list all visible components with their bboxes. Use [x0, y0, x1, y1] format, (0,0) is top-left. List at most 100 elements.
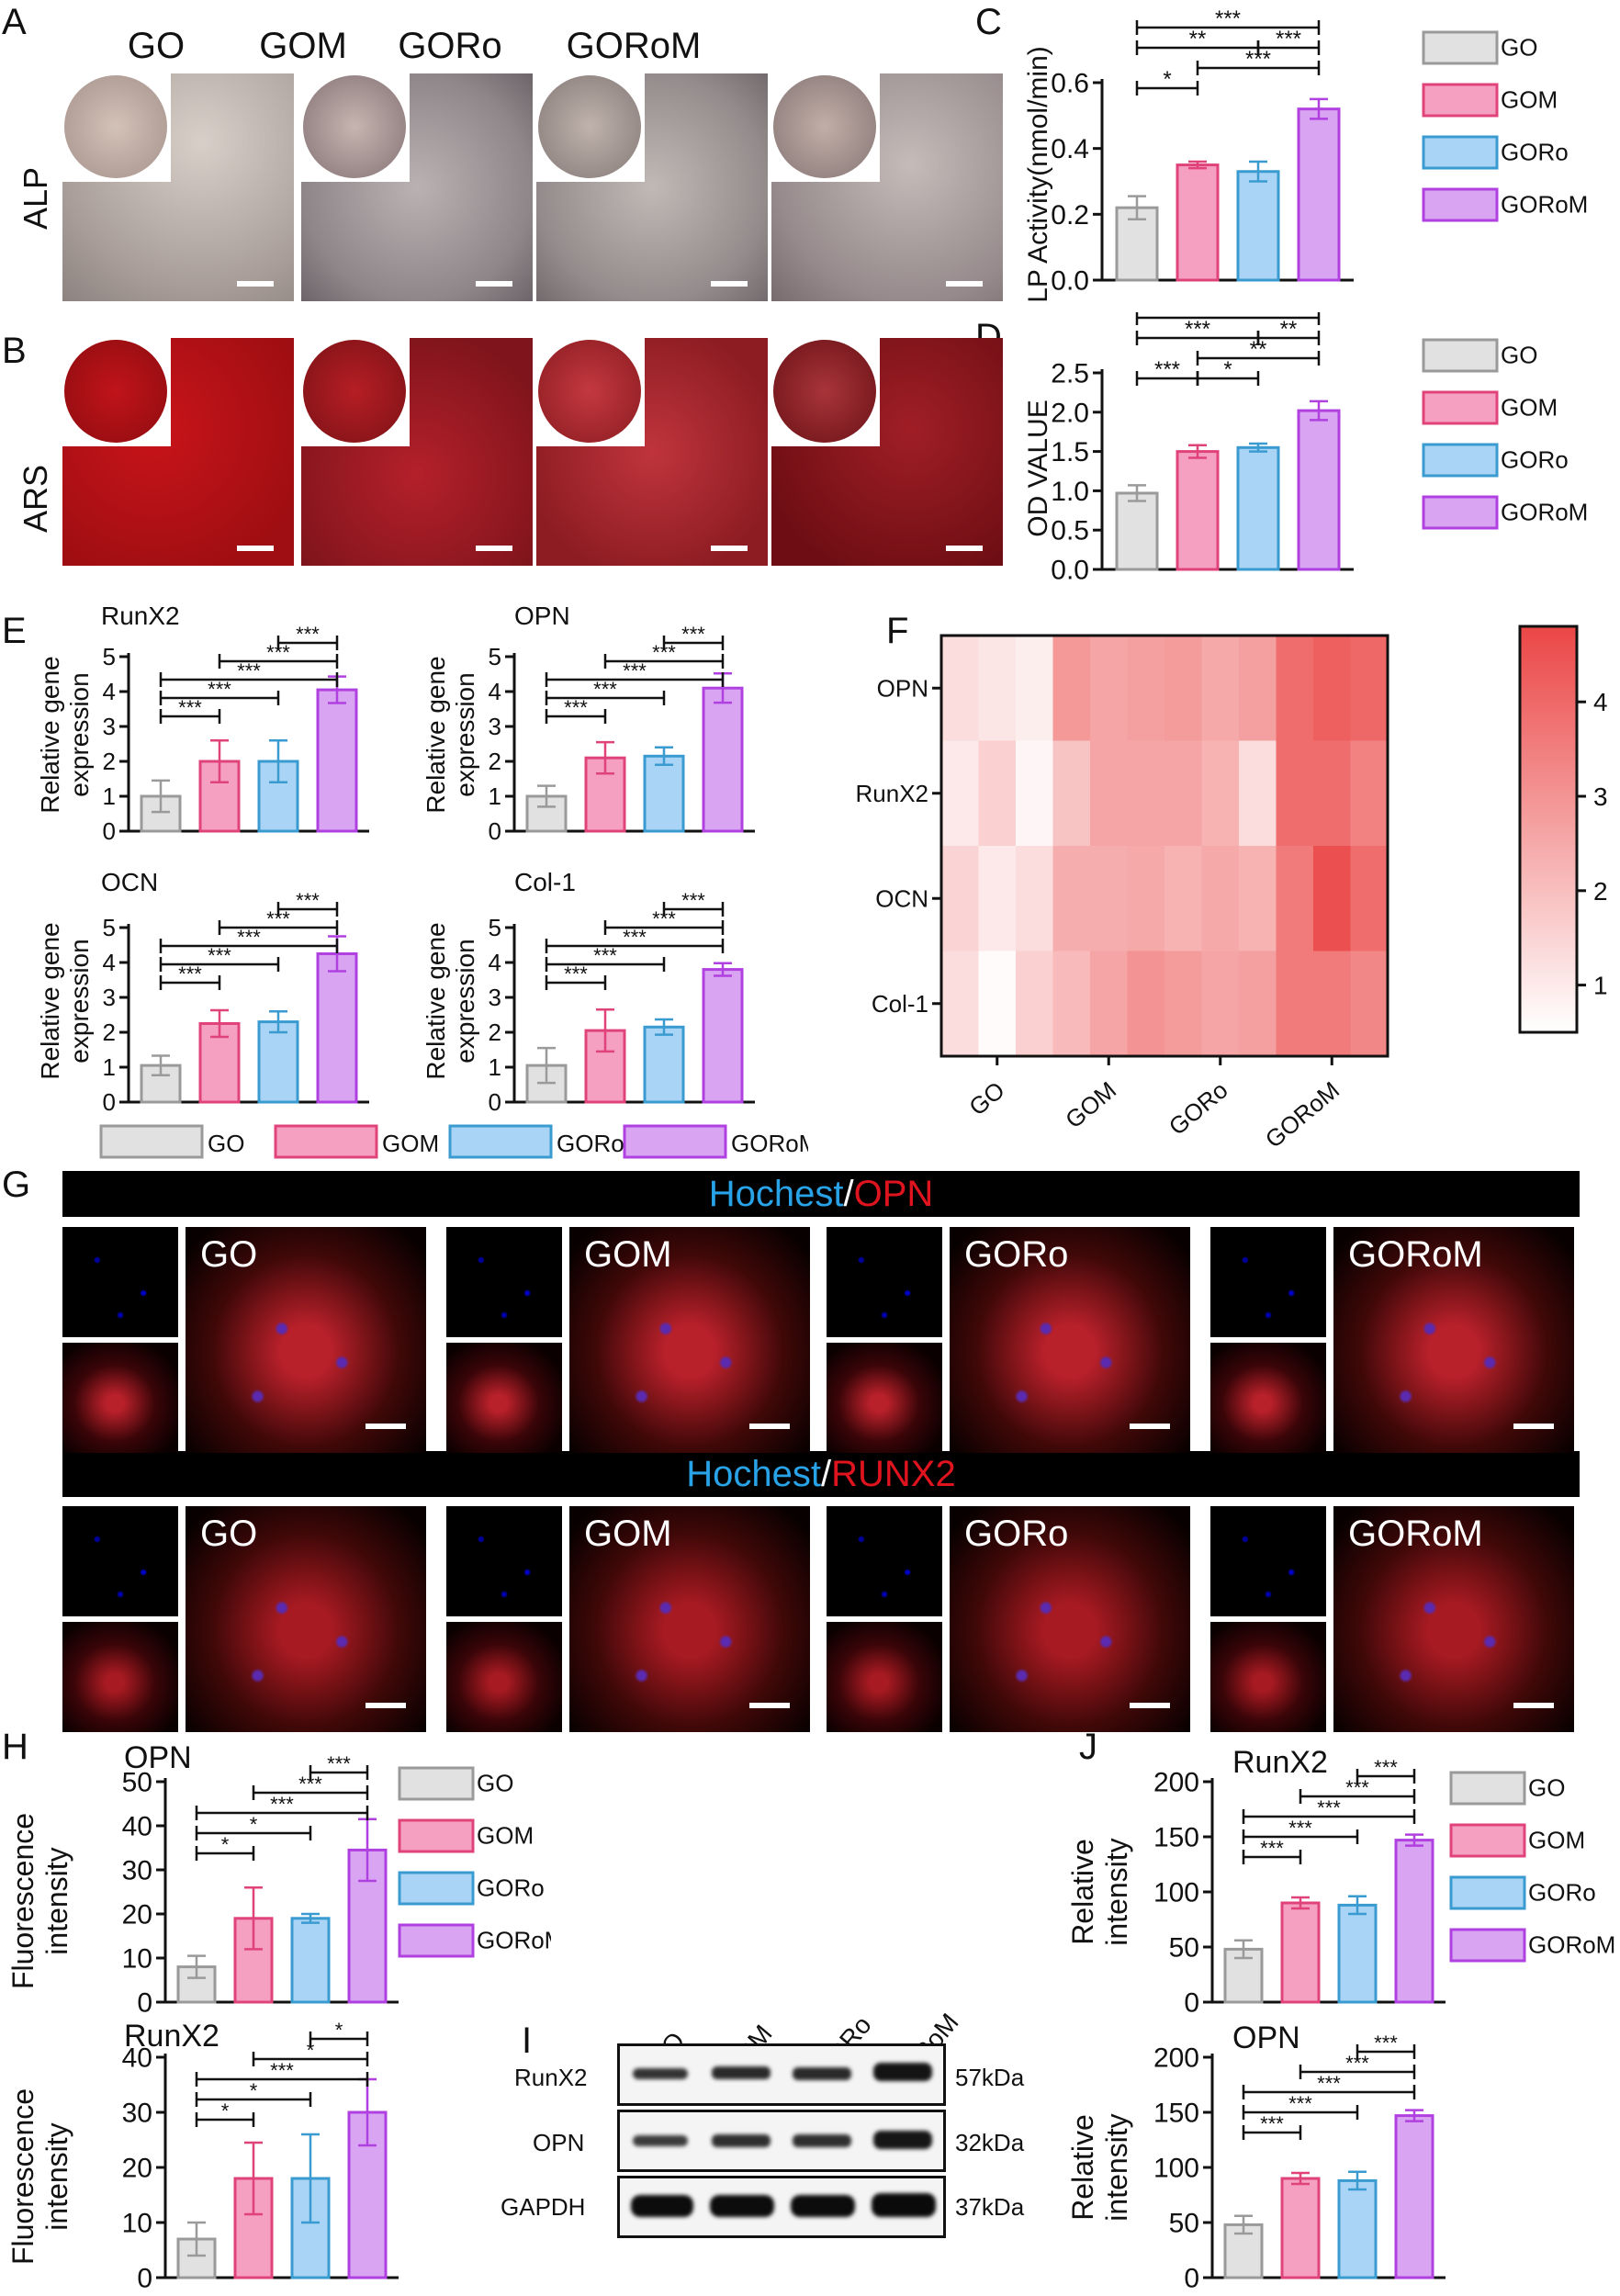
- legend-swatch-gorom: [623, 1124, 727, 1159]
- chart-title: RunX2: [1232, 1745, 1328, 1780]
- wb-size-gapdh: 37kDa: [955, 2193, 1025, 2221]
- wb-band: [873, 2131, 932, 2149]
- significance-label: ***: [1154, 357, 1180, 382]
- bar-goro: [643, 754, 685, 833]
- fluor-merge-goro: GORo: [950, 1506, 1190, 1732]
- y-tick-label: 10: [122, 1944, 152, 1975]
- y-axis-label: Relative gene: [36, 922, 64, 1079]
- scale-bar: [1513, 1703, 1554, 1708]
- fluor-hoechst-inset-goro: [827, 1506, 942, 1616]
- heatmap-cell: [941, 636, 979, 741]
- y-tick-label: 100: [1153, 2154, 1199, 2184]
- heatmap-cell: [978, 740, 1017, 847]
- heatmap-cell: [1350, 636, 1389, 741]
- y-axis-label: Fluorescence: [6, 1813, 39, 1989]
- ars-image-goro-m: [771, 338, 1003, 566]
- wb-band: [793, 2067, 851, 2080]
- significance-label: ***: [652, 641, 676, 664]
- alp-inset-dish: [773, 75, 876, 178]
- panel-label-f: F: [886, 611, 909, 651]
- legend-swatch-goro: [1449, 1875, 1526, 1910]
- legend-swatch-gorom: [1449, 1928, 1526, 1963]
- legend-swatch-goro: [448, 1124, 553, 1159]
- fluor-merge-goro: GORo: [950, 1227, 1190, 1453]
- panel-label-g: G: [2, 1165, 31, 1205]
- fluor-merge-gorom: GORoM: [1333, 1506, 1574, 1732]
- bar-goro: [290, 1917, 331, 2004]
- bar-gom: [1280, 1901, 1321, 2004]
- heatmap-row-label: Col-1: [872, 990, 928, 1018]
- significance-label: **: [1250, 337, 1267, 362]
- chart-title: RunX2: [101, 602, 180, 630]
- y-tick-label: 4: [103, 949, 116, 976]
- panel-label-i: I: [522, 2020, 533, 2061]
- wb-band-label-gapdh: GAPDH: [501, 2193, 586, 2221]
- fluor-hoechst-inset-gorom: [1210, 1506, 1326, 1616]
- heatmap-cell: [1127, 951, 1165, 1057]
- heatmap-cell: [1127, 846, 1165, 951]
- significance-label: *: [221, 1833, 230, 1856]
- heatmap-cell: [1239, 636, 1277, 741]
- scale-bar: [237, 546, 274, 551]
- significance-label: ***: [296, 889, 320, 912]
- banner-stain-runx2: RUNX2: [831, 1454, 956, 1494]
- ars-image-goro: [536, 338, 768, 566]
- legend-swatch-goro: [398, 1871, 475, 1906]
- y-tick-label: 1: [489, 782, 501, 810]
- fluor-group-label: GORoM: [1348, 1514, 1483, 1554]
- heatmap-cell: [1164, 951, 1202, 1057]
- banner-stain-opn: OPN: [853, 1174, 934, 1214]
- significance-label: ***: [623, 659, 647, 682]
- wb-size-opn: 32kDa: [955, 2129, 1025, 2156]
- y-tick-label: 40: [122, 2043, 152, 2074]
- panel-label-a: A: [2, 2, 27, 42]
- y-tick-label: 1.5: [1051, 437, 1089, 467]
- chart-title: OPN: [514, 602, 570, 630]
- significance-label: ***: [296, 623, 320, 646]
- y-tick-label: 2: [103, 748, 116, 775]
- heatmap-cell: [1350, 846, 1389, 951]
- significance-label: ***: [1345, 1776, 1369, 1799]
- y-tick-label: 0.0: [1051, 556, 1089, 586]
- y-tick-label: 150: [1153, 2099, 1199, 2129]
- fluor-merge-gom: GOM: [569, 1506, 810, 1732]
- legend-label-gom: GOM: [1501, 86, 1558, 114]
- heatmap-cell: [1313, 636, 1351, 741]
- fluor-merge-gorom: GORoM: [1333, 1227, 1574, 1453]
- significance-label: ***: [327, 1752, 351, 1775]
- y-tick-label: 0.2: [1051, 200, 1089, 231]
- legend-label-go: GO: [1528, 1774, 1565, 1802]
- chart-title: OPN: [124, 1740, 192, 1775]
- chart-f-heatmap: OPN RunX2 OCN Col-1 GO GOM GORo GORoM 1 2 3 4: [856, 625, 1608, 1154]
- panel-label-e: E: [2, 611, 27, 651]
- y-axis-label: Relative gene: [422, 656, 450, 813]
- bar-gom: [198, 760, 241, 833]
- legend-label-gom: GOM: [382, 1130, 439, 1157]
- fluor-group-label: GORo: [964, 1514, 1069, 1554]
- scale-bar: [366, 1424, 406, 1429]
- scale-bar: [711, 546, 748, 551]
- fluor-group-label: GORoM: [1348, 1234, 1483, 1275]
- fluor-merge-go: GO: [186, 1506, 426, 1732]
- heatmap-cell: [1201, 740, 1240, 847]
- fluor-red-inset-go: [62, 1343, 178, 1453]
- significance-label: ***: [1288, 2092, 1312, 2115]
- scale-bar: [1513, 1424, 1554, 1429]
- significance-label: ***: [1317, 1796, 1341, 1819]
- fluor-hoechst-inset-gorom: [1210, 1227, 1326, 1337]
- chart-c-alp-activity: 0.00.20.40.6***** *******ALP Activity(nmo…: [1023, 6, 1588, 303]
- y-tick-label: 50: [1169, 2209, 1199, 2239]
- legend-label-goro: GORo: [477, 1874, 545, 1902]
- heatmap-cell: [1090, 951, 1128, 1057]
- y-axis-label: expression: [65, 672, 94, 796]
- scale-bar: [749, 1703, 790, 1708]
- alp-image-goro: [536, 73, 768, 301]
- heatmap-column-label: GOM: [1060, 1076, 1121, 1134]
- fluor-red-inset-goro: [827, 1622, 942, 1732]
- y-tick-label: 30: [122, 2099, 152, 2129]
